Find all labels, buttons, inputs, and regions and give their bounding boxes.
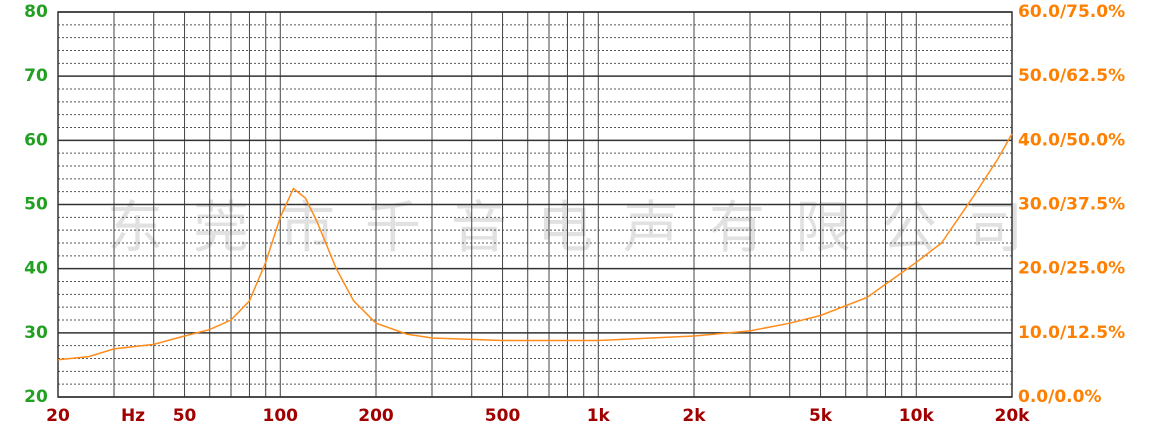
watermark: 东莞市千音电声有限公司	[107, 196, 1053, 261]
plot-frame	[57, 11, 1013, 398]
y2-tick-label: 0.0/0.0%	[1018, 387, 1101, 407]
x-tick-label: 100	[263, 406, 299, 426]
y-tick-label: 80	[24, 2, 48, 22]
x-tick-label: 10k	[899, 406, 935, 426]
y2-tick-label: 40.0/50.0%	[1018, 130, 1125, 150]
y2-tick-label: 60.0/75.0%	[1018, 2, 1125, 22]
y2-tick-label: 10.0/12.5%	[1018, 323, 1125, 343]
y-tick-label: 30	[24, 323, 48, 343]
x-tick-label: 200	[358, 406, 394, 426]
y-tick-label: 50	[24, 195, 48, 215]
response-curve	[57, 133, 1013, 361]
x-unit-label: Hz	[121, 406, 145, 426]
y-tick-label: 70	[24, 66, 48, 86]
x-tick-label: 50	[173, 406, 197, 426]
x-tick-label: 20	[46, 406, 70, 426]
y-tick-label: 20	[24, 387, 48, 407]
x-tick-label: 2k	[682, 406, 706, 426]
y2-tick-label: 30.0/37.5%	[1018, 195, 1125, 215]
x-tick-label: 20k	[995, 406, 1031, 426]
y-tick-label: 40	[24, 259, 48, 279]
y2-tick-label: 20.0/25.0%	[1018, 259, 1125, 279]
x-tick-label: 1k	[587, 406, 611, 426]
x-tick-label: 500	[485, 406, 521, 426]
y-tick-label: 60	[24, 130, 48, 150]
y2-tick-label: 50.0/62.5%	[1018, 66, 1125, 86]
x-tick-label: 5k	[809, 406, 833, 426]
